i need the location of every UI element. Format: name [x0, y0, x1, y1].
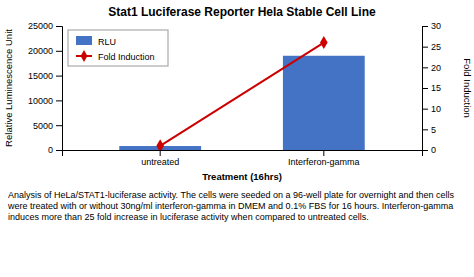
marker [320, 36, 328, 49]
x-axis-title: Treatment (16hrs) [202, 171, 282, 182]
plot: 0 5000 10000 15000 20000 25000 0 5 10 15 20 25 30 unt… [28, 21, 441, 167]
tick: 20 [422, 63, 441, 73]
tick-label: 0 [48, 145, 53, 155]
tick-mark [422, 26, 428, 27]
tick: Interferon-gamma [288, 150, 360, 167]
axis-line [63, 151, 423, 157]
tick: 20000 [28, 46, 62, 56]
tick-label: 20000 [28, 46, 53, 56]
tick-label: 10 [431, 104, 441, 114]
caption-line: Analysis of HeLa/STAT1-luciferase activi… [8, 190, 455, 200]
tick: 25 [422, 42, 441, 52]
legend-swatch [76, 36, 92, 45]
tick-mark [56, 76, 62, 77]
legend-box [68, 30, 168, 66]
tick: 5000 [33, 121, 62, 131]
tick: 30 [422, 21, 441, 31]
tick-label: 10000 [28, 96, 53, 106]
tick: 15 [422, 83, 441, 93]
caption-line: induces more than 25 fold increase in lu… [8, 212, 369, 222]
tick-mark [56, 26, 62, 27]
tick-label: 0 [431, 145, 436, 155]
caption: Analysis of HeLa/STAT1-luciferase activi… [7, 190, 455, 222]
tick-label: 5000 [33, 121, 53, 131]
tick: 0 [48, 145, 62, 155]
tick: 0 [422, 145, 436, 155]
tick-label: 20 [431, 63, 441, 73]
legend-label: Fold Induction [98, 52, 155, 62]
tick-mark [422, 67, 428, 68]
tick-mark [422, 109, 428, 110]
tick-label: 25 [431, 42, 441, 52]
tick-label: 30 [431, 21, 441, 31]
tick-label: untreated [141, 157, 179, 167]
title: Stat1 Luciferase Reporter Hela Stable Ce… [108, 5, 376, 19]
tick: 15000 [28, 71, 62, 81]
tick-mark [56, 100, 62, 101]
tick-mark [56, 150, 62, 151]
axis-line [423, 27, 429, 151]
tick-label: 15 [431, 83, 441, 93]
tick-label: 5 [431, 125, 436, 135]
legend-item: RLU [76, 36, 116, 47]
legend: RLU Fold Induction [68, 30, 168, 66]
tick: 10 [422, 104, 441, 114]
bar [283, 56, 365, 150]
tick-mark [422, 47, 428, 48]
axis-line [56, 27, 63, 151]
caption-line: were treated with or without 30ng/ml int… [7, 201, 453, 211]
tick-mark [422, 129, 428, 130]
x-axis: untreated Interferon-gamma [63, 150, 423, 167]
y2-axis-title: Fold Induction [462, 58, 473, 118]
chart: 0 5000 10000 15000 20000 25000 0 5 10 15 20 25 30 unt… [0, 0, 474, 277]
tick-mark [56, 125, 62, 126]
tick-label: 15000 [28, 71, 53, 81]
tick-mark [422, 88, 428, 89]
tick-label: 25000 [28, 21, 53, 31]
tick: 25000 [28, 21, 62, 31]
y-axis-title: Relative Luminescence Unit [3, 29, 14, 147]
tick-mark [160, 150, 161, 156]
legend-marker [81, 50, 88, 62]
tick-mark [56, 51, 62, 52]
legend-label: RLU [98, 37, 116, 47]
marker [156, 139, 164, 150]
line [160, 43, 324, 146]
legend-item: Fold Induction [76, 50, 155, 62]
y-axis: 0 5000 10000 15000 20000 25000 [28, 21, 63, 155]
tick: untreated [141, 150, 179, 167]
y2-axis: 0 5 10 15 20 25 30 [422, 21, 441, 155]
tick: 5 [422, 125, 436, 135]
tick-mark [323, 150, 324, 156]
tick-label: Interferon-gamma [288, 157, 360, 167]
tick: 10000 [28, 96, 62, 106]
